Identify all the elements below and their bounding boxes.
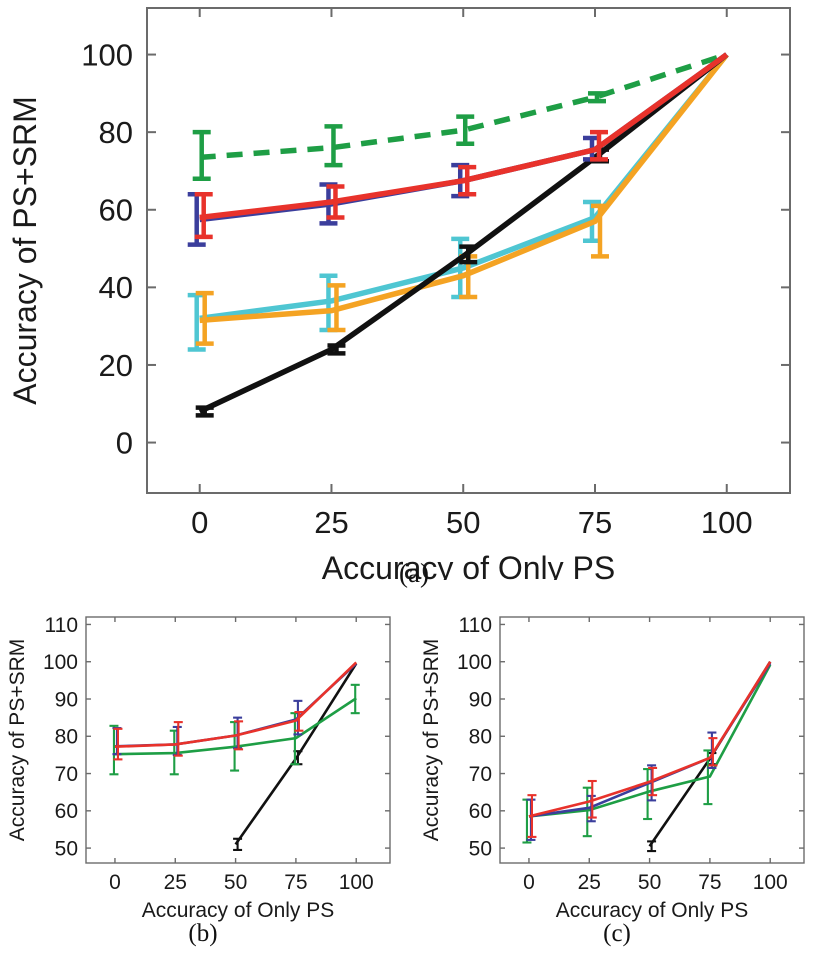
y-tick-label: 40 xyxy=(99,270,133,305)
x-tick-label: 0 xyxy=(109,871,121,894)
x-tick-label: 25 xyxy=(164,871,187,894)
series-line-green xyxy=(528,664,772,818)
y-tick-label: 50 xyxy=(469,837,492,860)
y-tick-label: 50 xyxy=(55,837,78,860)
series-line-black xyxy=(198,52,729,415)
x-axis-label: Accuracy of Only PS xyxy=(556,899,749,922)
y-tick-label: 60 xyxy=(99,193,133,228)
series-line-green-dashed xyxy=(199,51,728,161)
x-tick-label: 75 xyxy=(284,871,307,894)
panel-a-caption: (a) xyxy=(399,558,429,588)
y-tick-label: 90 xyxy=(55,688,78,711)
x-tick-label: 100 xyxy=(701,505,753,540)
x-tick-label: 25 xyxy=(578,871,601,894)
y-tick-label: 110 xyxy=(45,614,78,637)
x-tick-label: 0 xyxy=(191,505,208,540)
y-axis-label: Accuracy of PS+SRM xyxy=(7,96,43,405)
x-tick-label: 25 xyxy=(314,505,348,540)
series-line-red xyxy=(528,661,772,818)
y-tick-label: 60 xyxy=(469,800,492,823)
x-tick-label: 75 xyxy=(578,505,612,540)
y-tick-label: 80 xyxy=(55,726,78,749)
x-tick-label: 50 xyxy=(638,871,661,894)
x-tick-label: 100 xyxy=(753,871,788,894)
panel-b-caption: (b) xyxy=(188,920,218,947)
x-tick-label: 75 xyxy=(698,871,721,894)
panel-a-plot: 0 25 50 75 100 0 20 40 60 80 100 Accuracy of Only P… xyxy=(7,7,791,580)
y-tick-label: 20 xyxy=(99,348,133,383)
y-tick-label: 90 xyxy=(469,688,492,711)
panel-c: 0 25 50 75 100 50 60 70 80 90 100 110 Accuracy of On… xyxy=(414,595,828,960)
y-tick-label: 60 xyxy=(55,800,78,823)
x-tick-label: 100 xyxy=(339,871,374,894)
x-axis-label: Accuracy of Only PS xyxy=(142,899,335,922)
panel-c-caption: (c) xyxy=(603,920,631,947)
series-line-red xyxy=(114,661,358,749)
y-tick-label: 110 xyxy=(459,614,492,637)
y-tick-label: 70 xyxy=(55,763,78,786)
x-tick-label: 50 xyxy=(446,505,480,540)
y-tick-label: 80 xyxy=(99,115,133,150)
x-tick-label: 0 xyxy=(523,871,535,894)
axis-frame xyxy=(499,616,805,864)
panel-c-plot: 0 25 50 75 100 50 60 70 80 90 100 110 Accuracy of On… xyxy=(420,614,805,922)
panel-b-plot: 0 25 50 75 100 50 60 70 80 90 100 110 Accuracy of On… xyxy=(6,614,391,922)
series-line-orange xyxy=(199,52,729,324)
y-tick-label: 0 xyxy=(116,425,133,460)
x-tick-label: 50 xyxy=(224,871,247,894)
y-tick-label: 80 xyxy=(469,726,492,749)
panel-a: 0 25 50 75 100 0 20 40 60 80 100 Accuracy of Only P… xyxy=(7,7,791,580)
y-tick-label: 70 xyxy=(469,763,492,786)
panel-b: 0 25 50 75 100 50 60 70 80 90 100 110 Accuracy of On… xyxy=(0,595,414,960)
series-line-red xyxy=(199,52,729,221)
y-tick-label: 100 xyxy=(43,651,78,674)
y-axis-label: Accuracy of PS+SRM xyxy=(6,639,29,841)
y-tick-label: 100 xyxy=(457,651,492,674)
y-tick-label: 100 xyxy=(81,37,133,72)
y-axis-label: Accuracy of PS+SRM xyxy=(420,639,443,841)
x-axis-label: Accuracy of Only PS xyxy=(322,550,615,580)
